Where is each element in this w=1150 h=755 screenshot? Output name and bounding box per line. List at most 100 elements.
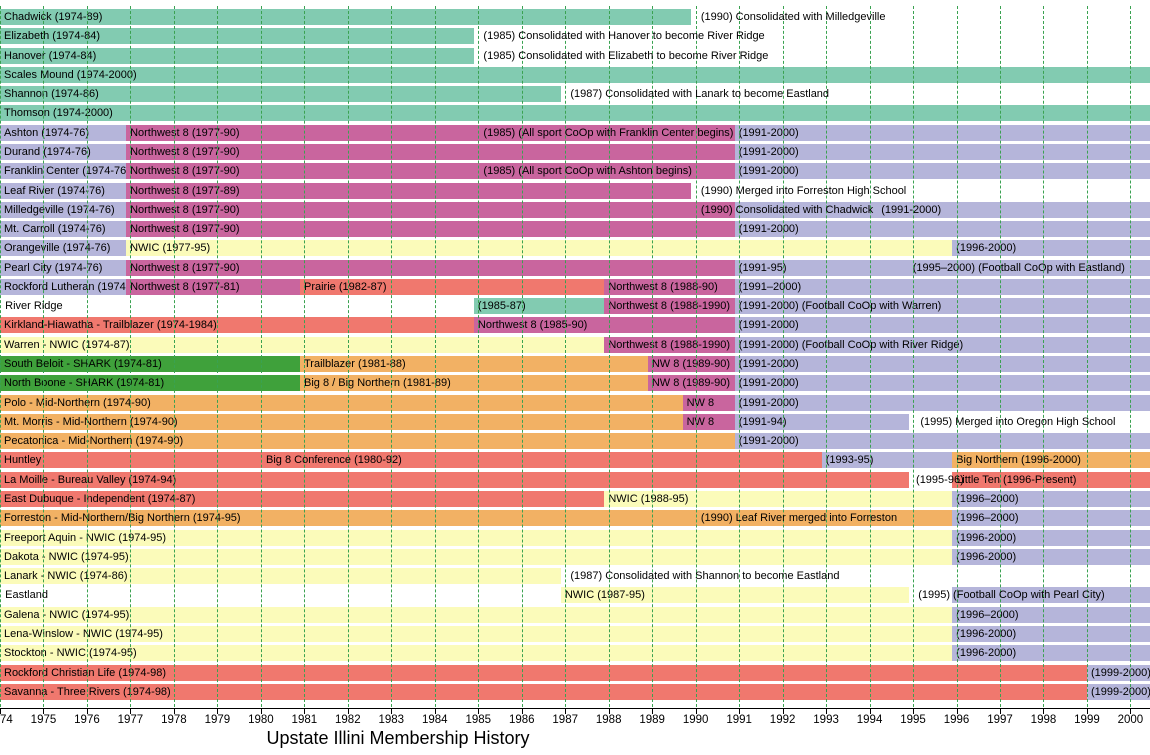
bar-segment: Northwest 8 (1977-89)	[126, 182, 692, 199]
bar-segment: (1991-2000)	[734, 221, 1150, 238]
bar-segment: Dakota - NWIC (1974-95)	[0, 548, 953, 565]
bar-segment-label: Northwest 8 (1977-90)	[130, 145, 240, 158]
bar-segment-label: Freeport Aquin - NWIC (1974-95)	[4, 531, 167, 544]
axis-tick-label: 1985	[465, 714, 492, 726]
year-gridline	[1000, 6, 1001, 707]
bar-segment: Northwest 8 (1977-90)	[126, 124, 735, 141]
axis-tick	[1086, 709, 1088, 714]
bar-segment: Orangeville (1974-76)	[0, 240, 127, 257]
bar-segment-label: (1985-87)	[477, 300, 526, 313]
bar-segment-label: NWIC (1977-95)	[130, 242, 211, 255]
bar-segment-label: Prairie (1982-87)	[304, 280, 387, 293]
bar-segment-label: Huntley	[4, 454, 42, 467]
axis-tick	[1043, 709, 1045, 714]
bar-segment-label: Lena-Winslow - NWIC (1974-95)	[4, 627, 163, 640]
bar-segment: (1991-2000)	[734, 375, 1150, 392]
timeline-row-polo: Polo - Mid-Northern (1974-90) NW 8 (1991-2…	[0, 394, 1150, 411]
timeline-row-stockton: Stockton - NWIC (1974-95) (1996-2000)	[0, 645, 1150, 662]
axis-tick-label: 1983	[378, 714, 405, 726]
bar-segment-label: (1996–2000)	[956, 493, 1019, 505]
row-annotation: (1985) (All sport CoOp with Ashton begin…	[483, 165, 692, 178]
axis-tick	[304, 709, 306, 714]
axis-tick-label: 1988	[595, 714, 622, 726]
axis-tick	[1000, 709, 1001, 714]
year-gridline	[1130, 6, 1132, 707]
axis-tick-label: 1975	[30, 714, 57, 726]
bar-segment-label: Northwest 8 (1977-90)	[130, 165, 240, 178]
bar-segment: Little Ten (1996-Present)	[952, 471, 1150, 488]
bar-segment: Big 8 / Big Northern (1981-89)	[300, 375, 648, 392]
bar-segment-label: Chadwick (1974-89)	[4, 11, 103, 23]
year-gridline	[826, 6, 828, 707]
bar-segment: NW 8	[682, 394, 735, 411]
row-annotation: (1991-2000)	[881, 203, 942, 216]
bar-segment-label: South Beloit - SHARK (1974-81)	[4, 358, 162, 371]
axis-tick-label: 1984	[421, 714, 448, 726]
timeline-row-shannon: Shannon (1974-86) (1987) Consolidated wit…	[0, 86, 1150, 103]
bar-segment: Northwest 8 (1988-1990)	[604, 298, 735, 315]
year-gridline	[0, 6, 1, 707]
axis-tick-label: 1978	[161, 714, 187, 726]
bar-segment-label: (1991-2000) (Football CoOp with River Ri…	[738, 338, 964, 351]
timeline-row-ashton: Ashton (1974-76) Northwest 8 (1977-90) (19…	[0, 124, 1150, 141]
bar-segment-label: Durand (1974-76)	[4, 145, 91, 158]
bar-segment-label: NWIC (1987-95)	[564, 589, 645, 602]
bar-segment	[734, 201, 1150, 218]
axis-tick-label: 1986	[508, 714, 535, 726]
bar-segment-label: Stockton - NWIC (1974-95)	[4, 647, 137, 660]
timeline-row-mt-morris: Mt. Morris - Mid-Northern (1974-90) NW 8 (…	[0, 413, 1150, 430]
bar-segment: Stockton - NWIC (1974-95)	[0, 645, 953, 662]
timeline-row-kirkland-hiawatha: Kirkland-Hiawatha - Trailblazer (1974-19…	[0, 317, 1150, 334]
timeline-row-thomson: Thomson (1974-2000)	[0, 105, 1150, 122]
axis-tick-label: 1992	[769, 714, 796, 726]
row-annotation: (1995-96)	[916, 473, 964, 486]
axis-tick-label: 1993	[813, 714, 839, 726]
bar-segment-label: Northwest 8 (1985-90)	[477, 319, 588, 332]
timeline-row-franklin-center: Franklin Center (1974-76) Northwest 8 (19…	[0, 163, 1150, 180]
bar-segment: (1991-2000)	[734, 317, 1150, 334]
axis-tick	[826, 709, 828, 714]
timeline-row-mt-carroll: Mt. Carroll (1974-76) Northwest 8 (1977-9…	[0, 221, 1150, 238]
bar-segment: Rockford Lutheran (1974-76)	[0, 278, 145, 295]
bar-segment: Polo - Mid-Northern (1974-90)	[0, 394, 683, 411]
timeline-row-la-moille: La Moille - Bureau Valley (1974-94) Littl…	[0, 471, 1150, 488]
timeline-row-rockford-christian-life: Rockford Christian Life (1974-98) (1999-2…	[0, 664, 1150, 681]
timeline-row-pearl-city: Pearl City (1974-76) Northwest 8 (1977-90…	[0, 259, 1150, 276]
bar-segment-label: NW 8	[686, 396, 715, 409]
row-annotation: (1990) Consolidated with Milledgeville	[700, 11, 886, 23]
timeline-row-dakota: Dakota - NWIC (1974-95) (1996-2000)	[0, 548, 1150, 565]
timeline-row-hanover: Hanover (1974-84) (1985) Consolidated wit…	[0, 47, 1150, 64]
timeline-row-huntley: Huntley (1993-95) Big Northern (1996-2000)…	[0, 452, 1150, 469]
row-annotation: (1987) Consolidated with Lanark to becom…	[570, 88, 830, 101]
bar-segment: Savanna - Three Rivers (1974-98)	[0, 683, 1087, 700]
bar-segment: Shannon (1974-86)	[0, 86, 561, 103]
bar-segment: Mt. Morris - Mid-Northern (1974-90)	[0, 413, 683, 430]
bar-segment-label: (1996-2000)	[956, 550, 1017, 563]
bar-segment-label: Galena - NWIC (1974-95)	[4, 608, 130, 621]
bar-segment-label: Dakota - NWIC (1974-95)	[4, 550, 129, 563]
bar-segment-label: (1995–2000) (Football CoOp with Eastland…	[912, 261, 1125, 274]
bar-segment: (1991-2000) (Football CoOp with River Ri…	[734, 336, 1150, 353]
timeline-row-lanark: Lanark - NWIC (1974-86) (1987) Consolidat…	[0, 568, 1150, 585]
bar-segment-label: Northwest 8 (1977-90)	[130, 261, 240, 274]
bar-segment: Lanark - NWIC (1974-86)	[0, 568, 561, 585]
bar-segment: Warren - NWIC (1974-87)	[0, 336, 605, 353]
year-gridline	[608, 6, 610, 707]
bar-segment: Franklin Center (1974-76)	[0, 163, 130, 180]
year-gridline	[1086, 6, 1088, 707]
year-gridline	[391, 6, 393, 707]
timeline-row-rockford-lutheran: Rockford Lutheran (1974-76) Northwest 8 (…	[0, 278, 1150, 295]
year-gridline	[913, 6, 915, 707]
bar-segment: Freeport Aquin - NWIC (1974-95)	[0, 529, 953, 546]
bar-segment: NW 8 (1989-90)	[647, 356, 735, 373]
axis-tick-label: 1976	[74, 714, 100, 726]
bar-segment: Galena - NWIC (1974-95)	[0, 606, 953, 623]
bar-segment-label: Rockford Christian Life (1974-98)	[4, 666, 167, 679]
bar-segment: Durand (1974-76)	[0, 143, 127, 160]
axis-tick	[391, 709, 393, 714]
bar-segment-label: Rockford Lutheran (1974-76)	[4, 280, 146, 293]
axis-tick-label: 1998	[1030, 714, 1057, 726]
row-annotation: (1990) Leaf River merged into Forreston	[700, 512, 898, 525]
bar-segment: Chadwick (1974-89)	[0, 9, 692, 25]
timeline-row-pecatonica: Pecatonica - Mid-Northern (1974-90) (1991…	[0, 433, 1150, 450]
